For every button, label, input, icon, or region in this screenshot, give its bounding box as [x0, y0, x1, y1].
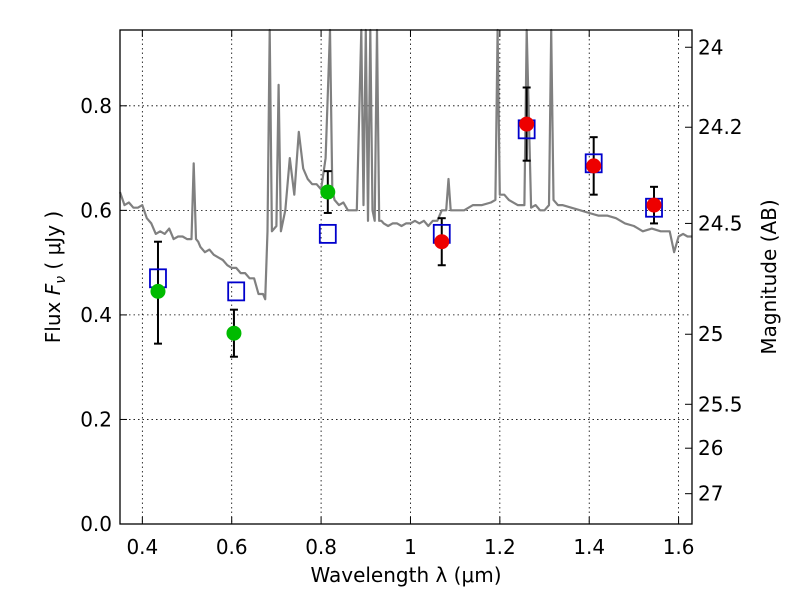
y2-tick-label: 24.2	[698, 115, 743, 139]
data-point	[646, 197, 662, 213]
y2-tick-label: 26	[698, 436, 723, 460]
y-axis-label-nu: ν	[53, 276, 69, 284]
tick-layer: 0.4 0.6 0.8 1 1.2 1.4 1.6 0.0 0.2 0.4 0.6 0.8 24 24.2…	[80, 30, 743, 559]
y2-axis-label: Magnitude (AB)	[757, 199, 781, 354]
y-axis-label-pre: Flux	[41, 295, 65, 343]
y2-tick-label: 24	[698, 35, 723, 59]
y-tick-label: 0.0	[80, 512, 112, 536]
x-tick-label: 1	[404, 535, 417, 559]
spectrum-layer	[118, 28, 692, 301]
x-axis-label: Wavelength λ (μm)	[310, 563, 501, 587]
marker-layer	[149, 116, 663, 341]
y-axis-label: Flux Fν ( μJy )	[41, 211, 69, 343]
y-axis-label-f: F	[41, 283, 65, 295]
data-point	[150, 283, 166, 299]
plot-frame	[119, 29, 693, 525]
y-tick-label: 0.8	[80, 94, 112, 118]
y-tick-label: 0.4	[80, 303, 112, 327]
spectrum-line	[118, 28, 692, 301]
y2-tick-label: 25.5	[698, 392, 743, 416]
model-square	[318, 223, 337, 244]
y-axis-label-unit: ( μJy )	[41, 211, 65, 276]
y2-tick-label: 25	[698, 322, 723, 346]
data-point	[586, 158, 602, 174]
x-tick-label: 0.6	[216, 535, 248, 559]
data-point	[226, 325, 242, 341]
y2-tick-label: 27	[698, 482, 723, 506]
y2-tick-label: 24.5	[698, 211, 743, 235]
y-tick-label: 0.2	[80, 407, 112, 431]
x-tick-label: 1.4	[573, 535, 605, 559]
data-point	[434, 234, 450, 250]
y-tick-label: 0.6	[80, 198, 112, 222]
x-tick-label: 0.8	[305, 535, 337, 559]
data-point	[519, 116, 535, 132]
model-square	[227, 281, 246, 302]
data-point	[320, 184, 336, 200]
x-tick-label: 0.4	[126, 535, 158, 559]
x-tick-label: 1.2	[484, 535, 516, 559]
x-tick-label: 1.6	[663, 535, 695, 559]
